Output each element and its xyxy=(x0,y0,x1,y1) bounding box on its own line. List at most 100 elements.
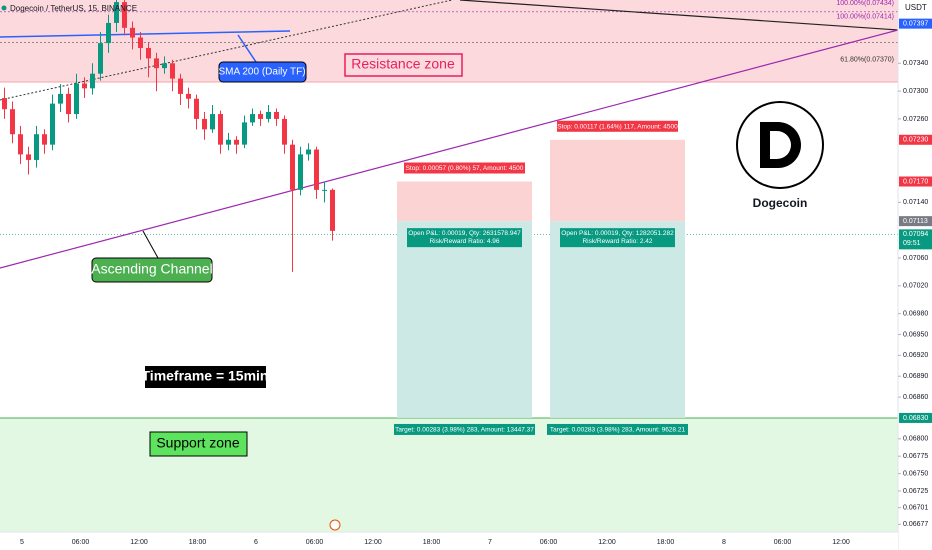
candle-body xyxy=(90,73,95,89)
candle-body xyxy=(138,37,143,48)
candle-body xyxy=(58,93,63,104)
channel-text: Ascending Channel xyxy=(91,261,212,277)
x-tick-label: 7 xyxy=(488,539,492,546)
candle-body xyxy=(330,189,335,231)
candle-body xyxy=(50,103,55,145)
candle-body xyxy=(298,154,303,190)
target-tag xyxy=(547,423,688,435)
candle-body xyxy=(282,118,287,145)
x-tick-label: 06:00 xyxy=(774,539,792,546)
x-tick-label: 12:00 xyxy=(598,539,616,546)
stop-tag xyxy=(404,162,525,174)
open-label: Open P&L: 0.00019, Qty: 2631578.947 xyxy=(408,230,521,237)
stop-tag xyxy=(557,120,678,132)
candle-body xyxy=(226,139,231,145)
y-tick-label: 0.06860 xyxy=(903,394,928,401)
open-label: Open P&L: 0.00019, Qty: 1282051.282 xyxy=(561,230,674,237)
candle-body xyxy=(66,93,71,115)
zone xyxy=(0,417,898,532)
candle-body xyxy=(258,114,263,119)
candle-body xyxy=(146,47,151,59)
x-tick-label: 18:00 xyxy=(189,539,207,546)
candle-body xyxy=(114,2,119,23)
y-tick-label: 0.07260 xyxy=(903,116,928,123)
price-tag xyxy=(899,412,932,423)
target-tag xyxy=(394,423,535,435)
y-tick-label: 0.06677 xyxy=(903,521,928,528)
x-tick-label: 06:00 xyxy=(72,539,90,546)
y-tick-label: 0.06980 xyxy=(903,310,928,317)
price-tag-label: 0.07170 xyxy=(903,178,928,185)
x-tick-label: 5 xyxy=(20,539,24,546)
timeframe-box xyxy=(145,366,266,388)
candle-body xyxy=(122,2,127,28)
support-box xyxy=(149,431,248,457)
x-tick-label: 18:00 xyxy=(657,539,675,546)
y-tick-label: 0.06750 xyxy=(903,470,928,477)
price-tag xyxy=(899,134,932,145)
status-dot xyxy=(1,5,7,11)
target-area xyxy=(397,221,532,418)
y-tick-label: 0.07300 xyxy=(903,88,928,95)
ratio-label: Risk/Reward Ratio: 2.42 xyxy=(582,238,652,245)
logo-circle xyxy=(736,101,824,189)
candle-body xyxy=(250,114,255,123)
candle-body xyxy=(242,122,247,145)
open-tag xyxy=(560,228,675,248)
price-tag-label: 0.07397 xyxy=(903,20,928,27)
target-label: Target: 0.00283 (3.98%) 283, Amount: 962… xyxy=(550,427,686,434)
trend-dotted xyxy=(0,0,453,101)
price-tag xyxy=(899,216,932,227)
sma-box xyxy=(218,61,307,83)
y-tick-label: 0.07060 xyxy=(903,255,928,262)
candle-body xyxy=(234,139,239,145)
x-tick-label: 8 xyxy=(722,539,726,546)
y-tick-label: 0.06725 xyxy=(903,488,928,495)
target-area xyxy=(550,221,685,418)
candle-body xyxy=(194,98,199,119)
y-tick-label: 0.06800 xyxy=(903,436,928,443)
candle-body xyxy=(274,111,279,119)
stop-label: Stop: 0.00117 (1.64%) 117, Amount: 4500 xyxy=(557,123,678,130)
price-tag xyxy=(899,18,932,29)
candle-body xyxy=(306,149,311,155)
price-tag xyxy=(899,176,932,187)
resistance-box xyxy=(344,53,463,77)
channel-arrow xyxy=(142,230,159,259)
candle-body xyxy=(10,109,15,135)
channel-line xyxy=(0,29,899,269)
trend-line xyxy=(459,0,899,31)
ratio-label: Risk/Reward Ratio: 4.96 xyxy=(429,238,499,245)
symbol-title: Dogecoin / TetherUS, 15, BINANCE xyxy=(10,4,137,13)
fib-label: 100.00%(0.07414) xyxy=(836,14,894,21)
candle-body xyxy=(26,154,31,160)
price-tag-label: 0.07094 xyxy=(903,231,928,238)
candle-body xyxy=(322,189,327,191)
timeframe-text: Timeframe = 15min xyxy=(142,368,269,384)
candle-body xyxy=(106,22,111,44)
candle-body xyxy=(154,58,159,69)
y-tick-label: 0.06950 xyxy=(903,331,928,338)
candle-body xyxy=(18,134,23,155)
candle-body xyxy=(290,144,295,190)
y-tick-label: 0.06701 xyxy=(903,505,928,512)
x-tick-label: 12:00 xyxy=(130,539,148,546)
candle-body xyxy=(34,134,39,160)
candle-body xyxy=(74,83,79,115)
x-tick-label: 18:00 xyxy=(423,539,441,546)
time-axis xyxy=(0,532,898,550)
price-tag xyxy=(899,229,932,250)
price-tag-label: 0.07113 xyxy=(903,218,928,225)
candle-body xyxy=(2,98,7,110)
x-tick-label: 06:00 xyxy=(540,539,558,546)
x-tick-label: 6 xyxy=(254,539,258,546)
y-tick-label: 0.07020 xyxy=(903,283,928,290)
price-axis xyxy=(898,0,932,550)
channel-box xyxy=(91,257,213,283)
candle-body xyxy=(210,114,215,130)
x-tick-label: 06:00 xyxy=(306,539,324,546)
y-tick-label: 0.06775 xyxy=(903,453,928,460)
candle-body xyxy=(170,63,175,79)
y-tick-label: 0.06890 xyxy=(903,373,928,380)
